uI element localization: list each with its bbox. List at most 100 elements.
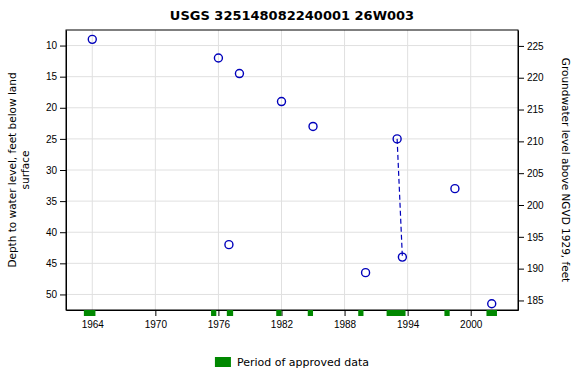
tick-label: 25	[46, 134, 58, 145]
tick-mark	[60, 77, 66, 78]
tick-mark	[60, 263, 66, 264]
point	[362, 269, 370, 277]
grid-line-y	[66, 138, 518, 139]
x-axis: 1964 1970 1976 1982 1988 1994 2000	[67, 310, 519, 330]
legend-label: Period of approved data	[237, 356, 369, 369]
tick: 210	[518, 136, 544, 147]
tick-label: 10	[46, 40, 58, 51]
tick-label: 35	[46, 196, 58, 207]
tick-mark	[518, 46, 524, 47]
spans	[84, 310, 497, 316]
tick-mark	[471, 310, 472, 316]
point	[451, 185, 459, 193]
tick-mark	[155, 310, 156, 316]
tick: 50	[46, 289, 66, 300]
tick: 205	[518, 168, 544, 179]
tick-mark	[60, 139, 66, 140]
tick-label: 15	[46, 71, 58, 82]
tick: 1982	[271, 310, 294, 330]
tick-label: 210	[527, 136, 544, 147]
approved-period	[84, 310, 96, 316]
grid-line-y	[66, 232, 518, 233]
y-axis-label: Depth to water level, feet below landsur…	[6, 72, 31, 267]
grid-line-y	[66, 170, 518, 171]
approved-period	[308, 310, 313, 316]
approved-period	[211, 310, 216, 316]
tick-mark	[60, 201, 66, 202]
point	[235, 70, 243, 78]
plot-area	[84, 35, 497, 316]
point	[488, 300, 496, 308]
tick-label: 215	[527, 104, 544, 115]
approved-period	[486, 310, 497, 316]
tick-mark	[518, 237, 524, 238]
tick: 30	[46, 165, 66, 176]
tick: 10	[46, 40, 66, 51]
tick: 220	[518, 72, 544, 83]
axis-line	[518, 31, 519, 311]
tick: 40	[46, 227, 66, 238]
tick: 185	[518, 295, 544, 306]
title: USGS 325148082240001 26W003	[170, 8, 414, 23]
point	[214, 54, 222, 62]
approved-period	[276, 310, 281, 316]
legend-swatch	[215, 357, 231, 367]
tick-label: 220	[527, 72, 544, 83]
tick-mark	[518, 173, 524, 174]
approved-period	[358, 310, 363, 316]
tick: 190	[518, 263, 544, 274]
grid-line-y	[66, 76, 518, 77]
tick-label: 225	[527, 41, 544, 52]
tick: 2000	[460, 310, 483, 330]
tick-mark	[518, 141, 524, 142]
tick-mark	[518, 205, 524, 206]
grid-line-y	[66, 45, 518, 46]
tick-label: 50	[46, 289, 58, 300]
tick-label: 1994	[397, 319, 420, 330]
tick-mark	[60, 294, 66, 295]
tick-label: 195	[527, 232, 544, 243]
tick: 1964	[82, 310, 105, 330]
tick-label: 40	[46, 227, 58, 238]
grid-line-y	[66, 263, 518, 264]
grid-line-y	[66, 294, 518, 295]
tick-label: 1976	[208, 319, 231, 330]
tick-mark	[60, 232, 66, 233]
tick: 25	[46, 134, 66, 145]
legend: Period of approved data	[215, 356, 369, 369]
tick-label: 1988	[334, 319, 357, 330]
grid-line-y	[66, 201, 518, 202]
points	[88, 35, 495, 307]
tick: 225	[518, 41, 544, 52]
tick: 200	[518, 200, 544, 211]
tick-label: 2000	[460, 319, 483, 330]
tick-mark	[60, 170, 66, 171]
tick-label: 190	[527, 263, 544, 274]
axis-line	[66, 31, 67, 311]
grid-line-y	[66, 107, 518, 108]
tick-mark	[518, 269, 524, 270]
point	[277, 98, 285, 106]
y-axis: 10 15 20 25 30 35 40 45 50	[46, 31, 67, 311]
tick-mark	[345, 310, 346, 316]
grid	[66, 30, 518, 310]
tick-mark	[60, 46, 66, 47]
tick-label: 30	[46, 165, 58, 176]
y2-axis-label: Groundwater level above NGVD 1929, feet	[560, 58, 572, 282]
y2-axis: 185 190 195 200 205 210 215 220 225	[518, 31, 544, 311]
point	[309, 122, 317, 130]
point	[225, 241, 233, 249]
tick: 20	[46, 102, 66, 113]
tick-label: 1970	[145, 319, 168, 330]
approved-period	[387, 310, 406, 316]
tick-label: 1964	[82, 319, 105, 330]
approved-period	[444, 310, 449, 316]
tick: 215	[518, 104, 544, 115]
tick-mark	[518, 300, 524, 301]
approved-period	[227, 310, 233, 316]
tick: 195	[518, 232, 544, 243]
chart: 1964 1970 1976 1982 1988 1994 2000 10 15 20 25 30 35…	[0, 0, 576, 384]
tick-mark	[408, 310, 409, 316]
tick: 45	[46, 258, 66, 269]
tick-label: 20	[46, 102, 58, 113]
